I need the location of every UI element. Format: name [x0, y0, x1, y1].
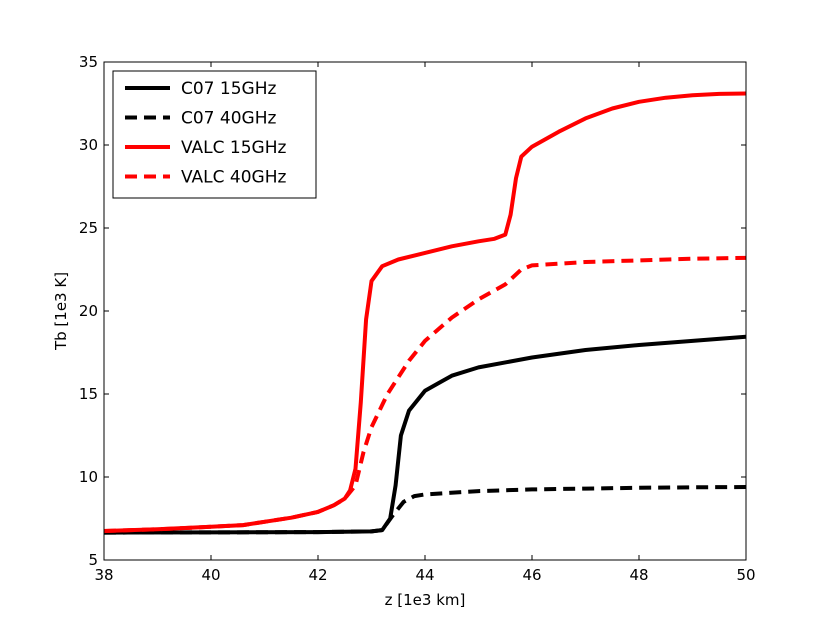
y-tick-label: 20: [79, 302, 98, 320]
x-axis-label: z [1e3 km]: [385, 591, 466, 609]
series-layer: [103, 91, 747, 535]
y-tick-label: 15: [79, 385, 98, 403]
legend-label-c07-15ghz: C07 15GHz: [181, 79, 276, 99]
ticks-layer: 38 40 42 44 46 48 50 5 10 15 20 25 30 35: [79, 53, 756, 584]
series-line-c07-40ghz: [103, 485, 747, 535]
x-tick-label: 42: [308, 566, 327, 584]
y-tick-label: 25: [79, 219, 98, 237]
series-line-valc-40ghz: [103, 255, 747, 533]
legend-label-c07-40ghz: C07 40GHz: [181, 109, 276, 129]
y-tick-label: 35: [79, 53, 98, 71]
x-tick-label: 38: [94, 566, 113, 584]
series-line-c07-15ghz: [103, 334, 747, 535]
x-tick-label: 46: [522, 566, 541, 584]
x-tick-label: 44: [415, 566, 434, 584]
y-tick-label: 30: [79, 136, 98, 154]
legend-label-valc-15ghz: VALC 15GHz: [181, 138, 287, 158]
legend-label-valc-40ghz: VALC 40GHz: [181, 168, 287, 188]
y-tick-label: 5: [88, 551, 98, 569]
x-tick-label: 48: [629, 566, 648, 584]
y-axis-label: Tb [1e3 K]: [52, 272, 70, 351]
legend: C07 15GHz C07 40GHz VALC 15GHz VALC 40GHz: [112, 70, 317, 199]
x-tick-label: 50: [736, 566, 755, 584]
y-tick-label: 10: [79, 468, 98, 486]
x-tick-label: 40: [201, 566, 220, 584]
